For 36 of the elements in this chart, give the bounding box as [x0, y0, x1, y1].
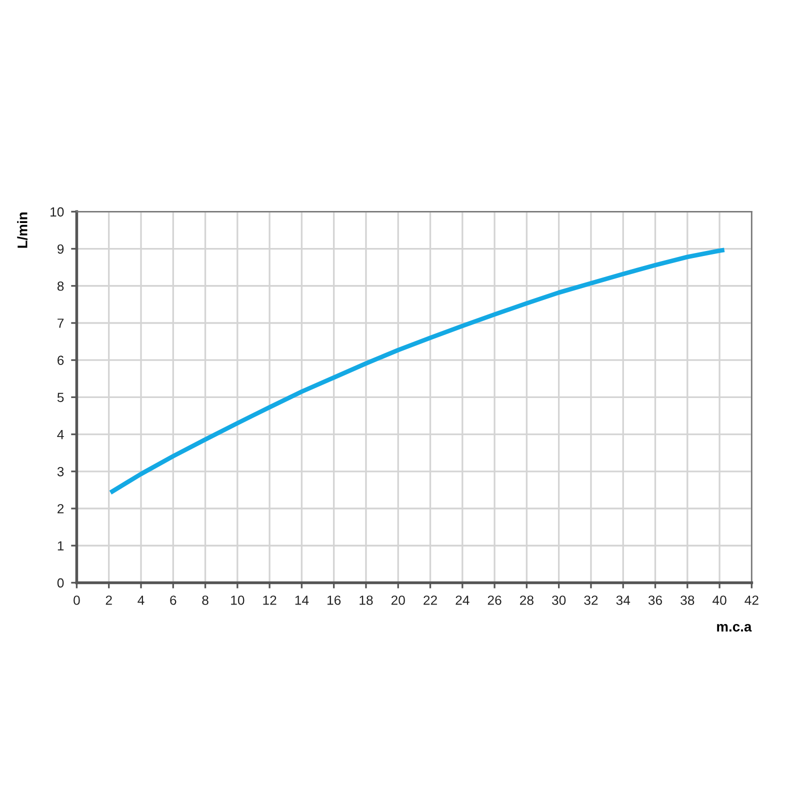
y-tick-label: 8: [57, 281, 64, 291]
x-tick-label: 14: [295, 596, 309, 605]
y-tick-label: 2: [58, 504, 64, 514]
y-axis-title: L/min: [17, 212, 28, 248]
x-tick-label: 6: [170, 596, 176, 605]
x-tick-label: 24: [456, 596, 470, 605]
x-tick-label: 36: [648, 596, 662, 605]
x-tick-label: 28: [520, 596, 534, 605]
y-tick-label: 7: [58, 318, 64, 328]
x-tick-label: 26: [488, 596, 502, 605]
x-tick-label: 32: [584, 596, 598, 605]
y-tick-label: 9: [58, 244, 64, 254]
y-tick-label: 3: [57, 466, 64, 476]
x-tick-label: 20: [391, 596, 405, 605]
y-tick-label: 4: [57, 430, 64, 440]
x-tick-label: 4: [138, 596, 144, 605]
x-tick-label: 42: [744, 596, 758, 605]
y-tick-label: 5: [57, 392, 64, 402]
x-tick-label: 34: [616, 596, 630, 605]
y-tick-label: 0: [57, 578, 64, 588]
x-tick-label: 22: [424, 596, 437, 605]
x-tick-label: 0: [74, 596, 80, 605]
y-tick-label: 1: [58, 541, 64, 550]
x-axis-title: m.c.a: [717, 624, 752, 632]
line-series: [108, 248, 727, 495]
x-tick-label: 12: [263, 596, 276, 605]
x-tick-label: 30: [552, 596, 566, 605]
x-tick-label: 18: [360, 596, 373, 605]
x-tick-label: 2: [106, 596, 112, 605]
y-tick-label: 6: [58, 356, 64, 366]
y-tick-label: 10: [50, 207, 64, 217]
x-tick-label: 40: [712, 596, 726, 605]
x-tick-label: 38: [680, 596, 694, 605]
x-tick-label: 8: [202, 596, 208, 605]
x-tick-label: 10: [231, 596, 244, 605]
x-tick-label: 16: [328, 596, 341, 605]
